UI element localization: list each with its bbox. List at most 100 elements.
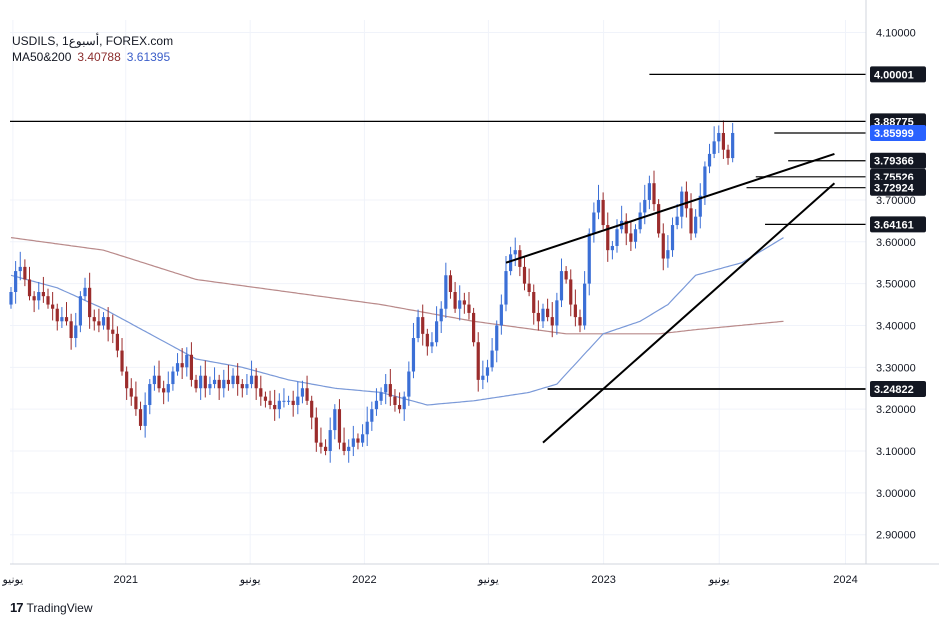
candle-body [88, 287, 92, 318]
candle [397, 392, 402, 414]
candle-body [180, 363, 184, 368]
candle [273, 389, 277, 421]
candle-body [277, 400, 281, 410]
candle [661, 223, 665, 271]
candle [41, 276, 45, 303]
candle-body [23, 266, 27, 280]
price-tick-label: 3.70000 [876, 195, 916, 207]
candle-body [467, 304, 471, 313]
candle-body [129, 388, 133, 397]
candle-body [481, 375, 485, 380]
price-tag-bg [870, 152, 926, 169]
candle [106, 307, 110, 342]
candle-body [51, 304, 55, 309]
candle [615, 219, 619, 253]
time-tick-label: يونيو [1, 574, 23, 586]
candle-body [434, 321, 439, 343]
candle-body [569, 279, 573, 305]
candle [46, 288, 50, 309]
candle-body [647, 183, 651, 200]
candle [268, 390, 272, 410]
candle-body [208, 384, 212, 389]
candle-body [550, 317, 554, 326]
candle [707, 143, 712, 174]
candle [694, 209, 698, 238]
candle [472, 307, 476, 347]
price-tick-label: 3.40000 [876, 320, 916, 332]
price-tick-label: 3.50000 [876, 279, 916, 291]
candle-body [310, 400, 314, 418]
candle [134, 381, 138, 416]
candle [680, 186, 684, 229]
ma-legend[interactable]: MA50&200 3.40788 3.61395 [12, 49, 173, 65]
candle-body [9, 292, 13, 305]
candle-body [74, 325, 78, 339]
candle [125, 366, 129, 400]
candle [333, 404, 337, 440]
candle-body [666, 250, 670, 259]
candle [78, 291, 82, 333]
candle [370, 401, 374, 431]
candle-body [670, 225, 675, 251]
candle-body [226, 379, 231, 385]
price-axis: 2.90000 3.00000 3.10000 3.20000 3.30000 3.400… [865, 0, 926, 564]
candle [647, 175, 651, 210]
candle [360, 424, 365, 447]
candle [180, 348, 184, 380]
candle [536, 300, 540, 331]
candle-body [152, 375, 157, 385]
candle [458, 285, 462, 321]
candle [166, 371, 170, 402]
candle-body [32, 296, 36, 301]
candle [485, 359, 490, 383]
candle-body [509, 254, 513, 272]
candle [365, 406, 369, 446]
candle [541, 303, 545, 328]
candle-body [111, 329, 115, 334]
candle-body [476, 342, 480, 380]
candle [296, 381, 300, 415]
candle-body [166, 384, 170, 393]
candle-body [573, 304, 577, 318]
candle [189, 342, 194, 387]
candle-body [286, 400, 291, 402]
price-tag-label: 4.00001 [874, 69, 914, 81]
candle-body [347, 446, 351, 452]
candle-body [726, 149, 730, 159]
candle [578, 309, 582, 333]
time-tick-label: 2023 [591, 574, 615, 586]
candle-body [694, 216, 698, 234]
level-3-64161-tag: 3.64161 [870, 216, 926, 233]
candle [416, 309, 420, 343]
candle [555, 292, 559, 335]
price-tag-label: 3.85999 [874, 128, 914, 140]
candle [162, 380, 166, 405]
candle [559, 258, 564, 308]
candle [305, 375, 309, 405]
candle [171, 366, 175, 391]
candle [624, 213, 628, 246]
candle-body [555, 300, 559, 326]
candle [14, 261, 18, 304]
candle [444, 262, 448, 318]
level-3-85999-tag: 3.85999 [870, 124, 926, 141]
candle-body [356, 438, 360, 443]
candle [425, 328, 429, 356]
symbol-title[interactable]: USDILS, 1أسبوع, FOREX.com [12, 34, 174, 48]
candle [83, 277, 87, 301]
candle [203, 360, 207, 398]
candle-body [684, 191, 688, 209]
candle [51, 292, 55, 321]
time-tick-label: يونيو [239, 574, 261, 586]
price-tag-label: 3.79366 [874, 156, 914, 168]
candle [74, 312, 78, 348]
candle-body [240, 384, 244, 389]
candle-body [300, 388, 305, 397]
candle [421, 304, 425, 346]
candle-body [717, 132, 721, 142]
candle-body [444, 275, 448, 309]
price-tick-label: 3.20000 [876, 404, 916, 416]
tradingview-brand[interactable]: 17 TradingView [10, 600, 93, 615]
candle-body [360, 434, 365, 443]
